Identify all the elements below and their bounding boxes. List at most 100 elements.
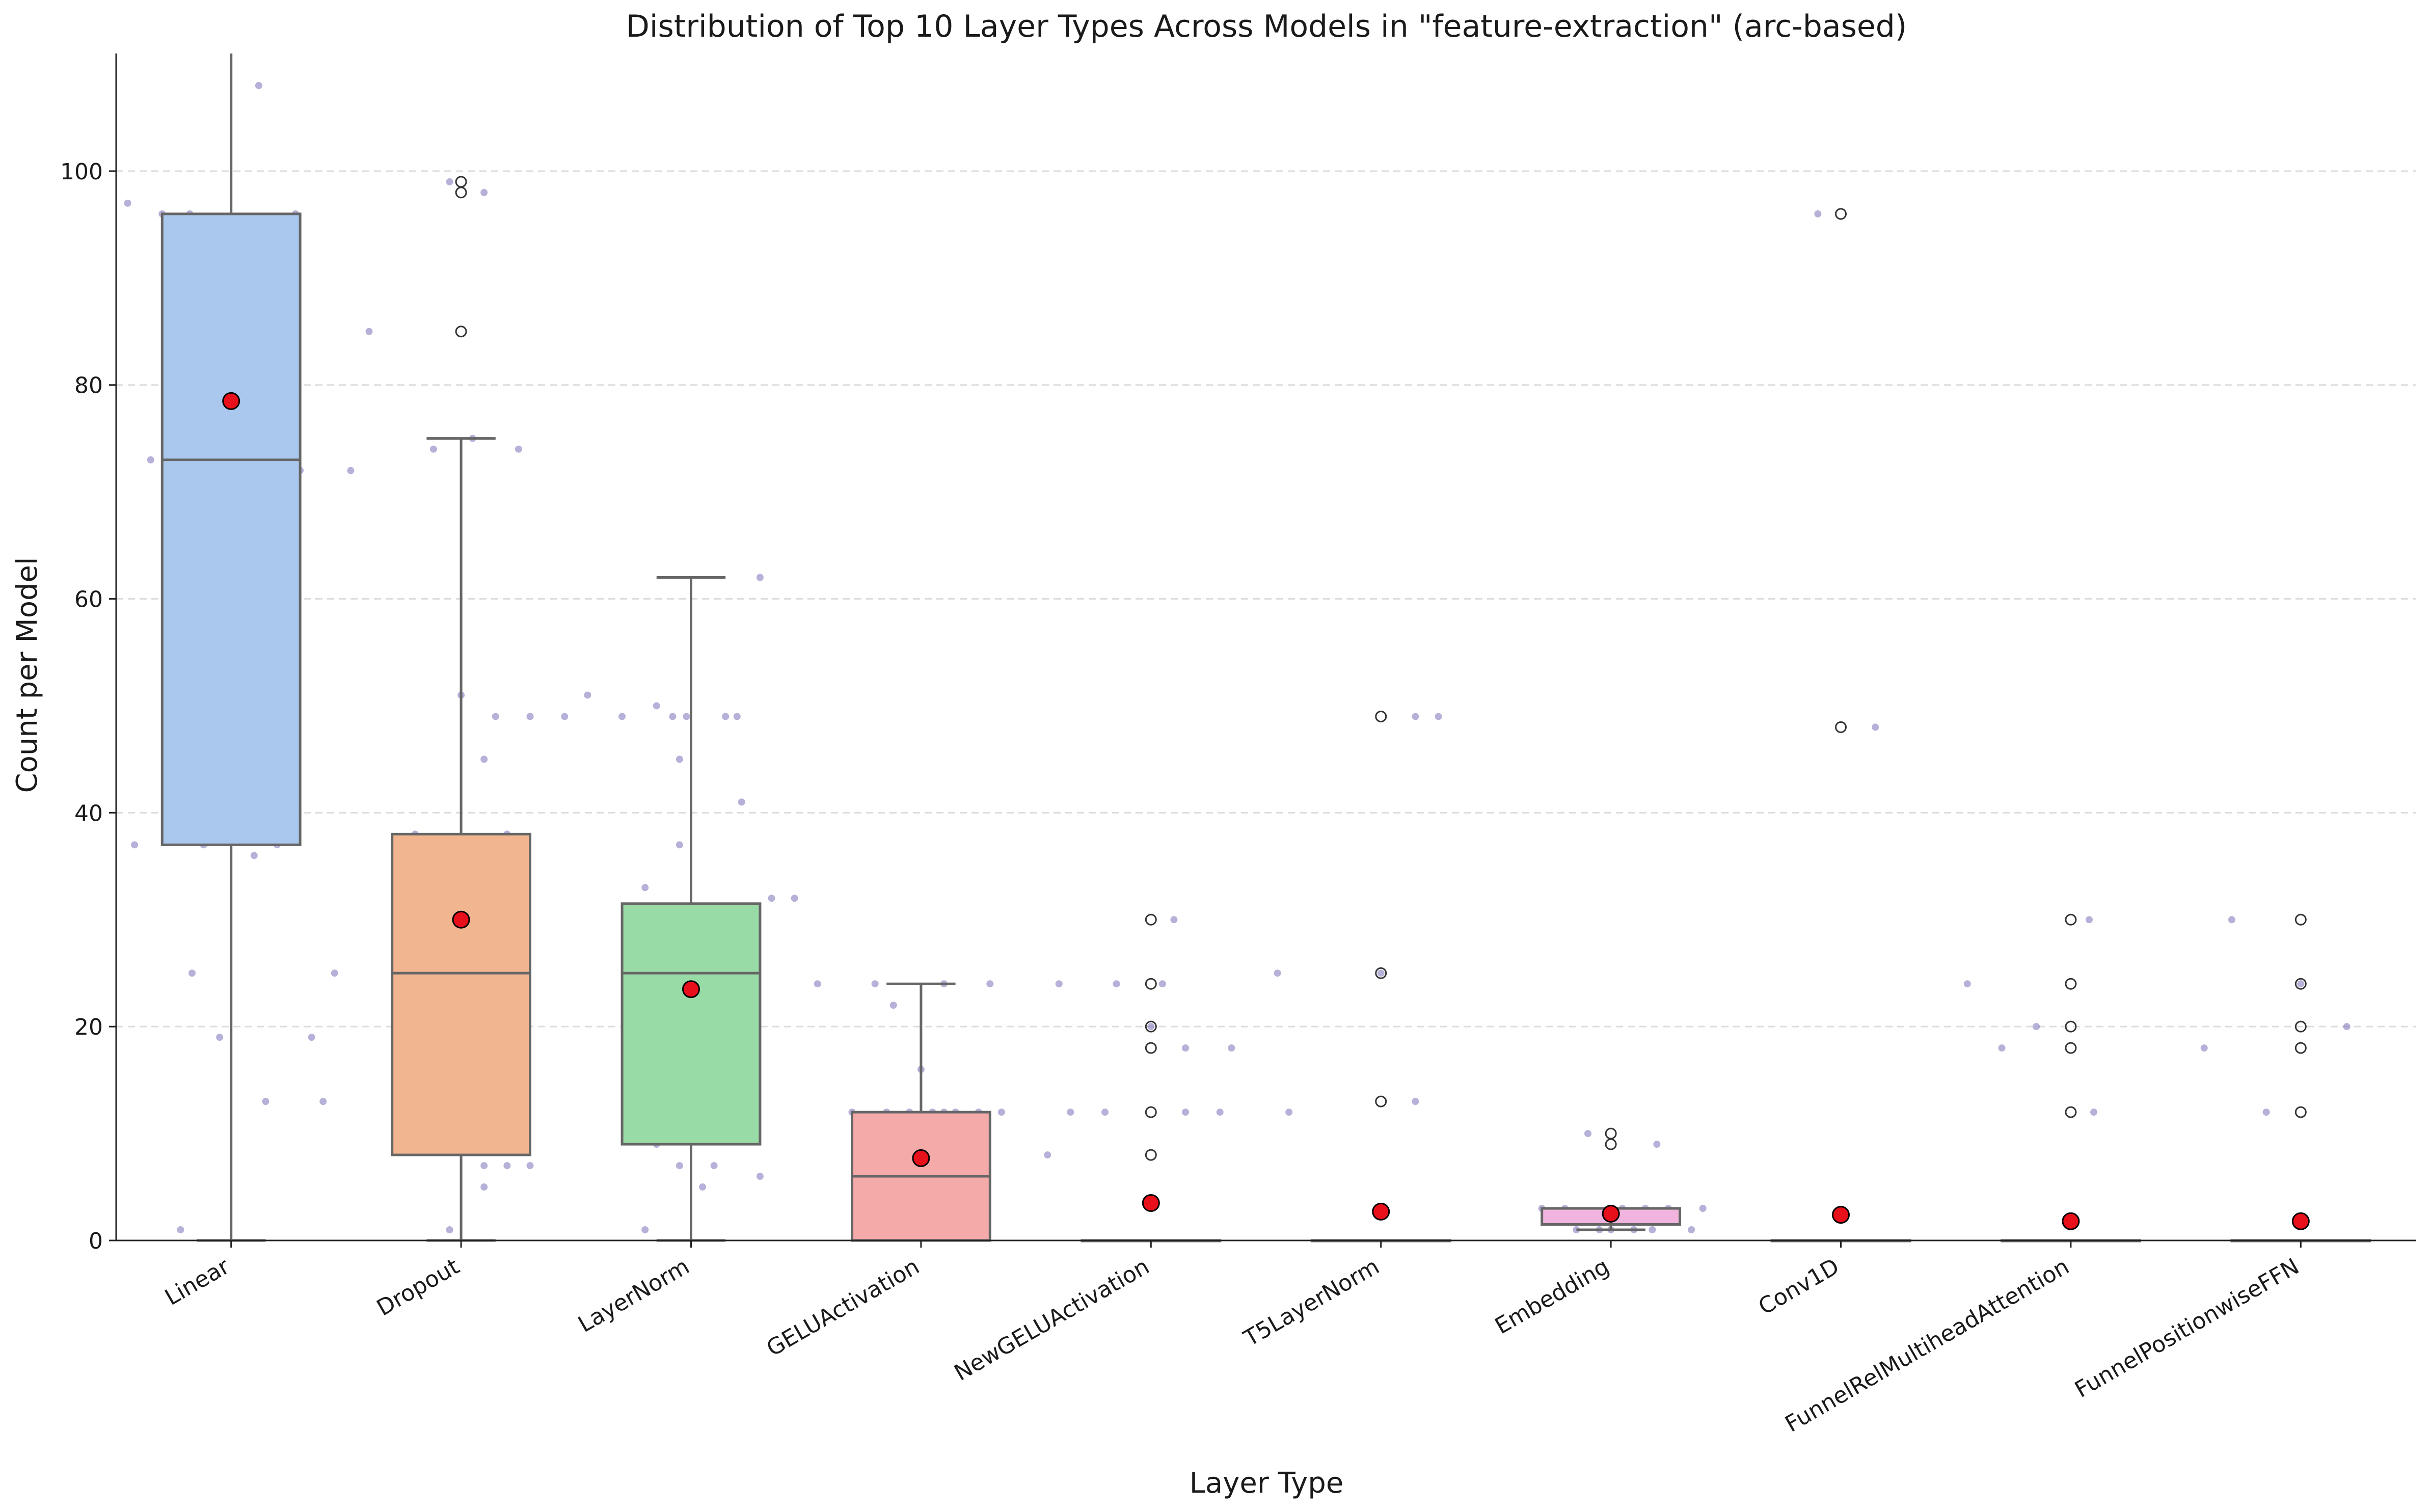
mean-marker	[452, 910, 470, 929]
strip-point	[1113, 980, 1120, 988]
strip-point	[710, 1162, 718, 1170]
strip-point	[503, 1162, 511, 1170]
y-tick-label: 0	[89, 1228, 103, 1254]
mean-marker	[1142, 1194, 1160, 1212]
x-tick-label: Embedding	[1491, 1253, 1614, 1339]
outlier-point	[455, 186, 467, 199]
outlier-point	[2065, 913, 2077, 926]
strip-point	[2262, 1109, 2270, 1116]
mean-marker	[1602, 1205, 1620, 1223]
outlier-point	[2294, 913, 2307, 926]
strip-point	[515, 445, 522, 453]
grid-lines	[116, 170, 2416, 1028]
strip-point	[480, 1162, 488, 1170]
strip-point	[889, 1002, 897, 1009]
outlier-point	[2294, 1042, 2307, 1054]
strip-point	[1699, 1205, 1707, 1212]
outlier-point	[1375, 710, 1387, 722]
outlier-point	[1145, 1149, 1157, 1161]
y-tick-label: 20	[74, 1014, 103, 1040]
strip-point	[308, 1034, 315, 1041]
x-tick-label: Dropout	[372, 1253, 464, 1321]
strip-point	[124, 199, 131, 207]
strip-point	[1653, 1141, 1661, 1148]
strip-point	[814, 980, 821, 988]
strip-point	[1998, 1044, 2006, 1052]
box-linear	[160, 53, 302, 1242]
strip-point	[1182, 1044, 1190, 1052]
x-tick-label: NewGELUActivation	[950, 1253, 1154, 1386]
strip-point	[738, 798, 745, 806]
outlier-point	[1375, 1095, 1387, 1108]
outlier-point	[2294, 978, 2307, 990]
strip-point	[1067, 1109, 1074, 1116]
strip-point	[1285, 1109, 1293, 1116]
strip-point	[526, 713, 534, 720]
outlier-point	[455, 176, 467, 188]
outlier-point	[1375, 967, 1387, 979]
outlier-point	[2065, 1106, 2077, 1118]
strip-point	[526, 1162, 534, 1170]
strip-point	[1435, 713, 1442, 720]
strip-point	[768, 895, 775, 902]
y-tick-label: 40	[74, 800, 103, 826]
strip-point	[997, 1109, 1005, 1116]
x-tick-label: Linear	[160, 1253, 234, 1311]
strip-point	[791, 895, 798, 902]
box-newgeluactivation	[1081, 913, 1222, 1243]
strip-point	[1412, 1098, 1419, 1105]
strip-point	[480, 1183, 488, 1191]
strip-point	[188, 969, 196, 977]
mean-marker	[2062, 1212, 2080, 1230]
strip-point	[429, 445, 437, 453]
strip-point	[1274, 969, 1281, 977]
x-tick-label: LayerNorm	[574, 1253, 694, 1338]
strip-point	[871, 980, 879, 988]
strip-point	[1044, 1151, 1051, 1159]
mean-marker	[912, 1149, 930, 1167]
y-axis-label: Count per Model	[11, 557, 44, 793]
mean-marker	[682, 980, 700, 998]
strip-point	[480, 188, 488, 196]
strip-point	[756, 1173, 764, 1180]
strip-point	[1649, 1226, 1656, 1234]
strip-point	[1814, 210, 1822, 218]
strip-point	[641, 884, 649, 892]
strip-point	[1412, 713, 1419, 720]
mean-marker	[1372, 1202, 1390, 1221]
strip-point	[2297, 980, 2305, 988]
strip-point	[347, 467, 355, 474]
box-dropout	[391, 176, 532, 1242]
mean-marker	[1832, 1206, 1850, 1224]
strip-point	[1872, 723, 1879, 731]
mean-marker	[2291, 1212, 2310, 1230]
box-geluactivation	[850, 982, 991, 1242]
outlier-point	[2294, 1020, 2307, 1033]
y-tick-label: 100	[60, 159, 103, 185]
axes: 0 20 40 60 80 100 Linear Dropout LayerNorm GELUAc…	[60, 53, 2416, 1438]
outlier-point	[2065, 978, 2077, 990]
strip-point	[676, 841, 683, 849]
strip-point	[255, 82, 262, 89]
strip-point	[1182, 1109, 1190, 1116]
x-tick-label: T5LayerNorm	[1239, 1253, 1384, 1352]
strip-point	[480, 755, 488, 763]
outlier-point	[1145, 1106, 1157, 1118]
strip-point	[1055, 980, 1063, 988]
strip-point	[2090, 1109, 2098, 1116]
strip-point	[683, 713, 690, 720]
strip-point	[2086, 916, 2093, 924]
strip-point	[1377, 969, 1385, 977]
strip-point	[2228, 916, 2235, 924]
strip-point	[492, 713, 499, 720]
boxes	[160, 53, 2371, 1243]
strip-point	[365, 328, 373, 335]
box-iqr	[160, 212, 302, 846]
strip-point	[2200, 1044, 2208, 1052]
box-conv1d	[1770, 208, 1911, 1243]
strip-point	[584, 691, 591, 699]
strip-point	[986, 980, 994, 988]
outlier-point	[1145, 1042, 1157, 1054]
strip-point	[446, 178, 453, 185]
